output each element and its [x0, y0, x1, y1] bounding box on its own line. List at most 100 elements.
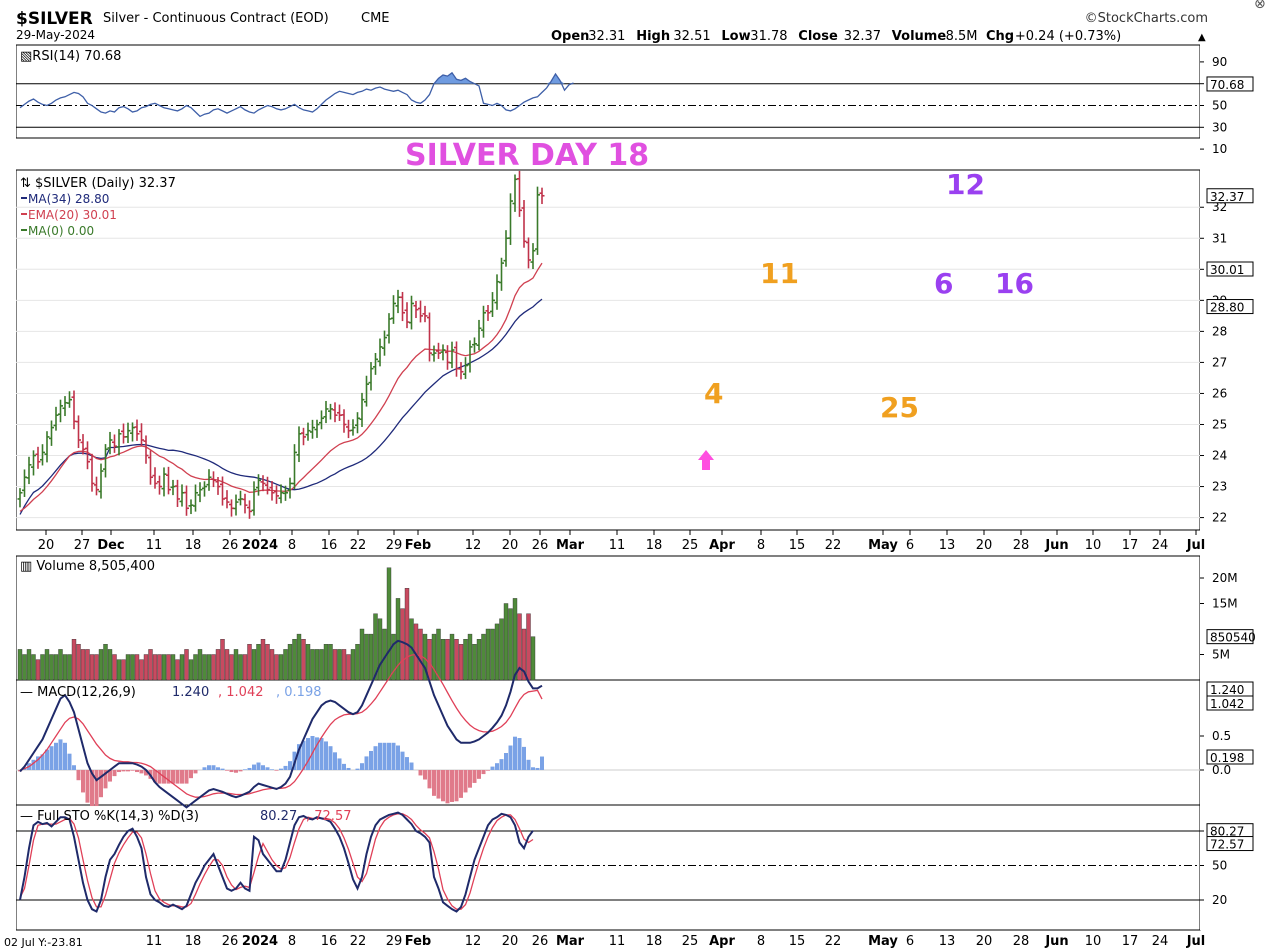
macd-hist-bar [94, 770, 99, 807]
macd-hist-bar [346, 767, 351, 770]
price-bar [107, 431, 113, 455]
price-bar [211, 471, 216, 488]
price-bar [58, 399, 63, 423]
macd-value: 1.240 [172, 685, 209, 700]
volume-bar [526, 613, 531, 681]
date-tick-bottom-24: 6 [906, 934, 914, 948]
volume-bar [359, 628, 365, 681]
date-tick-bottom-31: 24 [1152, 934, 1169, 948]
exchange-label: CME [361, 11, 390, 26]
rsi-panel: 907050301070.68▧RSI(14) 70.68 [16, 49, 1254, 156]
price-bar [202, 481, 207, 497]
price-bar [463, 357, 468, 379]
volume-bar [463, 639, 468, 681]
price-bar [323, 400, 329, 424]
price-bar [143, 435, 149, 464]
macd-hist-bar [166, 770, 171, 784]
price-bar [125, 422, 131, 444]
chg-up-icon: ▲ [1198, 32, 1206, 43]
quote-value-2: 31.78 [750, 29, 787, 44]
date-tick-top-4: 18 [185, 538, 202, 553]
quote-label-0: Open [551, 29, 589, 44]
macd-hist-bar [531, 767, 535, 770]
price-bar [319, 410, 324, 430]
date-tick-top-20: 8 [757, 538, 765, 553]
macd-signal-last-label-box [1206, 695, 1254, 711]
date-tick-bottom-19: Apr [709, 934, 735, 948]
date-tick-top-32: Jul [1186, 538, 1206, 553]
price-bar [377, 338, 383, 367]
price-bar [35, 446, 41, 469]
macd-hist-bar [54, 742, 58, 770]
macd-hist-bar [72, 765, 76, 770]
price-bar [418, 300, 423, 323]
volume-bar [521, 628, 527, 681]
ema-last-label: 30.01 [1210, 263, 1244, 277]
price-bar [521, 200, 527, 248]
volume-bar [283, 649, 288, 681]
price-bar [67, 391, 72, 408]
rsi-frame [15, 44, 1201, 139]
quote-value-5: +0.24 (+0.73%) [1015, 29, 1121, 44]
quote-value-3: 32.37 [844, 29, 881, 44]
price-bar [472, 337, 477, 353]
date-tick-top-8: 16 [321, 538, 338, 553]
macd-hist-bar [441, 770, 445, 802]
price-tick-label-5: 27 [1212, 355, 1227, 369]
volume-bar [193, 654, 198, 681]
price-bar [359, 392, 365, 427]
macd-hist-bar [400, 751, 405, 770]
price-bar [44, 431, 50, 463]
date-tick-top-9: 22 [350, 538, 367, 553]
rsi-tick-label-2: 50 [1212, 99, 1227, 113]
macd-hist-bar [472, 770, 477, 783]
volume-bar [301, 639, 306, 681]
price-bar [535, 186, 540, 255]
date-tick-top-5: 26 [222, 538, 239, 553]
volume-bar [98, 649, 104, 681]
date-tick-top-28: Jun [1044, 538, 1068, 553]
macd-hist-bar [130, 770, 135, 771]
volume-bar [319, 649, 324, 681]
volume-bar [445, 639, 450, 681]
date-tick-top-26: 20 [976, 538, 993, 553]
macd-hist-bar [337, 758, 342, 770]
volume-bar [431, 633, 437, 681]
volume-bar [364, 633, 369, 681]
volume-bar [40, 654, 45, 681]
price-bar [157, 475, 162, 495]
price-bar [166, 466, 171, 495]
sto-d-last-label: 72.57 [1210, 838, 1244, 852]
macd-hist-bar [432, 770, 436, 796]
macd-hist-bar [333, 752, 337, 770]
rsi-fill-95 [443, 74, 448, 84]
date-tick-top-29: 10 [1085, 538, 1102, 553]
ema-last-label-box [1206, 261, 1254, 277]
date-tick-bottom-21: 15 [789, 934, 806, 948]
price-bar [152, 467, 158, 489]
price-bar [310, 419, 315, 439]
volume-bar [130, 654, 135, 681]
macd-hist-bar [144, 770, 148, 776]
volume-bar [346, 654, 351, 681]
volume-bar [103, 644, 108, 681]
macd-hist-bar [202, 767, 207, 770]
volume-bar [107, 649, 113, 681]
volume-bar [251, 649, 257, 681]
volume-bar [233, 649, 239, 681]
macd-hist-bar [396, 745, 400, 770]
price-tick-label-4: 28 [1212, 324, 1227, 338]
macd-hist-bar [436, 770, 441, 799]
price-bar [422, 305, 428, 323]
volume-bar [395, 598, 401, 681]
price-bar [94, 476, 99, 496]
macd-hist-bar [67, 753, 72, 770]
sto-tick-label-2: 20 [1212, 893, 1227, 907]
date-tick-top-19: Apr [709, 538, 735, 553]
date-tick-bottom-8: 16 [321, 934, 338, 948]
price-bar [49, 420, 54, 446]
close-icon[interactable]: ⊗ [1254, 0, 1266, 12]
annotation-5: 6 [934, 267, 953, 300]
volume-bar [260, 639, 266, 681]
